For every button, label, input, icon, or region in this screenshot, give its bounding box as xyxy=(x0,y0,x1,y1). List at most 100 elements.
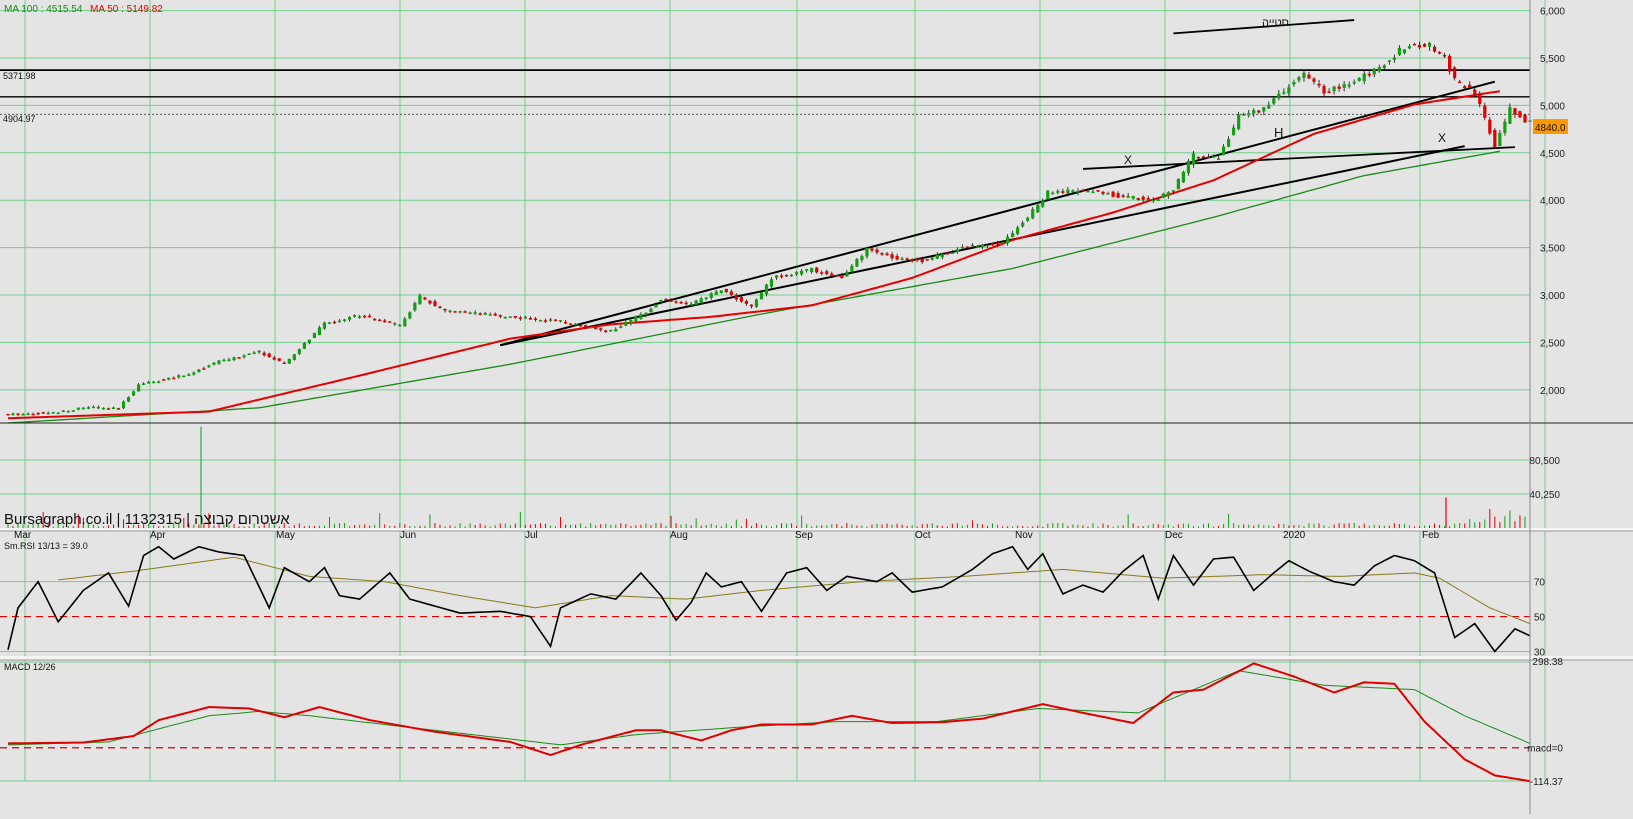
candle-body xyxy=(719,290,723,294)
candle-body xyxy=(11,413,15,416)
candle-body xyxy=(267,353,271,357)
month-label: Jul xyxy=(525,530,538,541)
candle-body xyxy=(498,315,502,317)
candle-body xyxy=(1242,114,1246,116)
price-tick-label: 2,500 xyxy=(1540,338,1565,349)
candle-body xyxy=(1232,127,1236,136)
candle-body xyxy=(895,256,899,260)
candle-body xyxy=(935,254,939,259)
candle-body xyxy=(840,274,844,279)
candle-body xyxy=(172,377,176,380)
candle-body xyxy=(1161,193,1165,198)
candle-body xyxy=(1181,171,1186,183)
month-label: Sep xyxy=(795,530,813,541)
candle-body xyxy=(764,284,769,295)
macd-tick-label: -114.37 xyxy=(1530,777,1564,788)
candle-body xyxy=(965,246,970,249)
candle-body xyxy=(975,246,980,248)
candle-body xyxy=(985,244,990,247)
candle-body xyxy=(704,297,708,300)
macd-tick-label: 298.38 xyxy=(1532,657,1563,668)
last-price-tag: 4840.0 xyxy=(1535,123,1566,134)
candle-body xyxy=(664,298,668,301)
candle-body xyxy=(1131,195,1135,199)
candle-body xyxy=(152,381,156,384)
candle-body xyxy=(835,274,839,277)
candle-body xyxy=(428,300,432,304)
candle-body xyxy=(438,306,442,309)
candle-body xyxy=(1387,60,1391,63)
candle-body xyxy=(393,322,397,325)
candle-body xyxy=(709,293,713,298)
candle-body xyxy=(649,308,653,313)
month-label: Dec xyxy=(1165,530,1183,541)
candle-body xyxy=(292,354,296,360)
candle-body xyxy=(1448,55,1452,72)
candle-body xyxy=(714,291,718,295)
candle-body xyxy=(865,247,869,257)
candle-body xyxy=(1332,86,1336,92)
candle-body xyxy=(1297,77,1301,81)
candle-body xyxy=(1206,156,1211,159)
candle-body xyxy=(162,379,166,381)
candle-body xyxy=(784,274,789,277)
candle-body xyxy=(1031,209,1035,219)
candle-body xyxy=(1141,196,1145,200)
candle-body xyxy=(1518,111,1522,118)
month-label: 2020 xyxy=(1283,530,1306,541)
candle-body xyxy=(970,245,975,247)
candle-body xyxy=(729,291,733,295)
candle-body xyxy=(448,310,452,313)
candle-body xyxy=(1247,113,1251,116)
candle-body xyxy=(1166,192,1170,197)
candle-body xyxy=(960,246,964,249)
candle-body xyxy=(297,349,301,354)
candle-body xyxy=(126,397,131,402)
candle-body xyxy=(418,295,422,305)
candle-body xyxy=(624,321,628,326)
price-tick-label: 6,000 xyxy=(1540,7,1565,18)
candle-body xyxy=(408,312,412,319)
candle-body xyxy=(1407,46,1412,49)
candle-body xyxy=(1453,67,1457,79)
candle-body xyxy=(629,319,633,324)
candle-body xyxy=(1503,121,1507,134)
candle-body xyxy=(1267,104,1271,109)
candle-body xyxy=(51,412,55,414)
candle-body xyxy=(1322,86,1326,94)
candle-body xyxy=(860,256,864,261)
annotation-resistance: סטייה xyxy=(1262,17,1289,29)
candle-body xyxy=(980,244,985,247)
candle-body xyxy=(769,279,774,287)
ma100-line xyxy=(7,150,1501,424)
candle-body xyxy=(96,406,101,409)
candle-body xyxy=(1498,132,1502,146)
candle-body xyxy=(1156,199,1160,201)
candle-body xyxy=(302,343,306,349)
panel-separator xyxy=(0,656,1633,660)
candle-body xyxy=(759,292,764,300)
trendline-resistance xyxy=(1173,19,1355,35)
candle-body xyxy=(1126,195,1130,198)
candle-body xyxy=(217,360,221,364)
rsi-signal-path xyxy=(58,556,1531,625)
candle-body xyxy=(609,329,613,332)
candle-body xyxy=(131,391,136,396)
candle-body xyxy=(689,303,693,306)
candle-body xyxy=(1468,84,1472,88)
candle-body xyxy=(453,311,457,313)
candle-body xyxy=(282,362,286,365)
candle-body xyxy=(845,271,849,277)
ma50-path xyxy=(7,90,1501,420)
candle-body xyxy=(1021,222,1025,227)
candle-body xyxy=(403,318,407,327)
candle-body xyxy=(1026,217,1030,221)
candle-body xyxy=(413,302,417,311)
rsi-path xyxy=(7,545,1531,653)
candle-body xyxy=(553,319,558,322)
candle-body xyxy=(940,253,944,258)
candle-body xyxy=(604,330,608,332)
